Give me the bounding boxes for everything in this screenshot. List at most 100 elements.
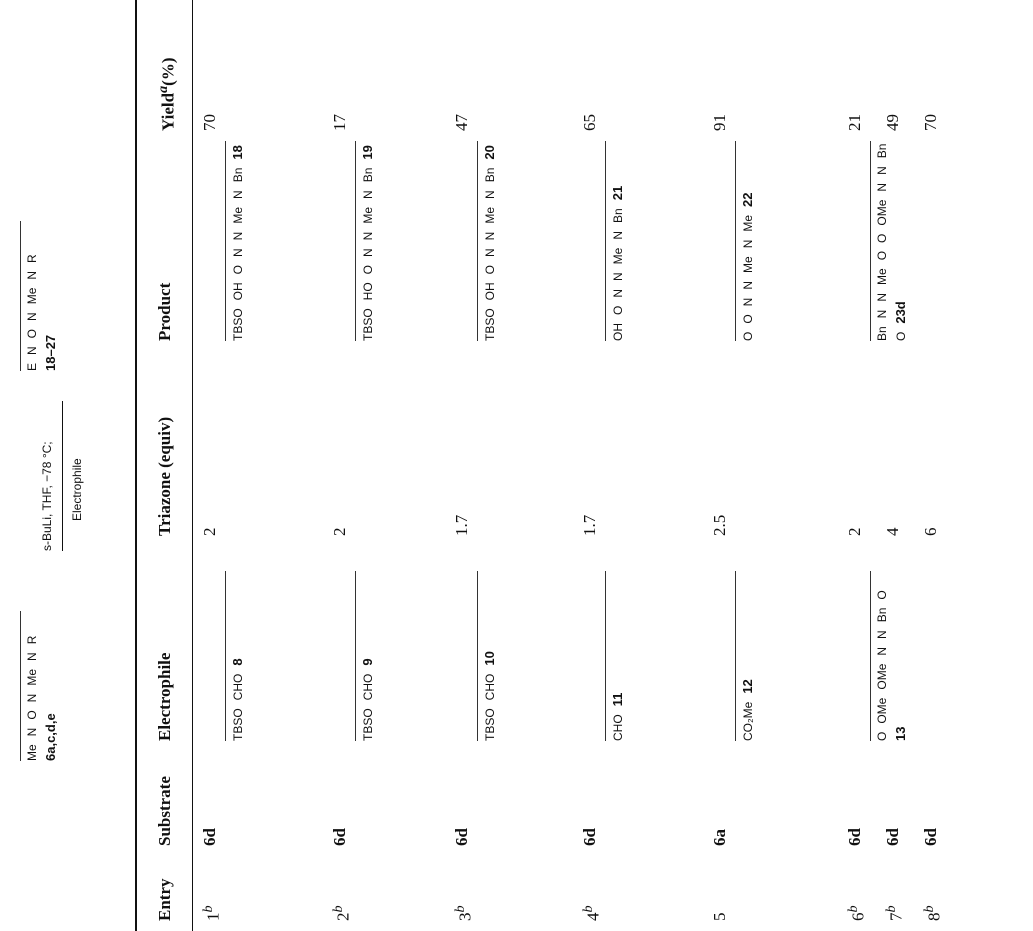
yield: 21 <box>845 114 864 131</box>
atom: TBSO <box>360 308 375 341</box>
yield: 70 <box>200 114 219 131</box>
atom: N <box>610 272 625 281</box>
compound-id: 19 <box>360 145 375 160</box>
entry: 6b <box>845 905 869 921</box>
atom: O <box>25 328 39 339</box>
atom: N <box>875 630 889 639</box>
compound-id: 6a,c,d,e <box>43 713 58 761</box>
atom: Me <box>740 256 755 273</box>
yield: 91 <box>710 114 729 131</box>
atom: N <box>25 312 39 321</box>
compound-id: 10 <box>482 651 497 666</box>
entry: 5 <box>710 913 730 922</box>
atom: N <box>875 292 889 302</box>
substrate: 6d <box>452 828 471 846</box>
compound-id: 8 <box>230 658 245 666</box>
footnote-mark: b <box>452 905 468 913</box>
entry: 4b <box>580 905 604 921</box>
atom: O <box>360 264 375 275</box>
entry-number: 1 <box>203 912 223 922</box>
atom: O <box>25 710 39 720</box>
atom: O <box>893 331 908 341</box>
atom: O <box>740 331 755 341</box>
atom: N <box>230 248 245 257</box>
atom: N <box>740 280 755 290</box>
atom: O <box>875 233 889 243</box>
entry-number: 2 <box>333 912 353 922</box>
atom: N <box>482 231 497 241</box>
atom: Bn <box>610 208 625 223</box>
atom: HO <box>360 282 375 301</box>
atom: CHO <box>610 714 625 741</box>
product-structure: TBSO HO O N N Me N Bn 19 <box>355 141 375 341</box>
atom: OH <box>482 282 497 301</box>
entry: 2b <box>330 905 354 921</box>
atom: CHO <box>482 673 497 701</box>
electrophile-structure: TBSO CHO 10 <box>477 571 497 741</box>
substrate: 6a <box>710 829 729 846</box>
atom: CO₂Me <box>740 701 755 741</box>
reagent: Electrophile <box>70 458 84 521</box>
product-scheme: E N O N Me N R 18–27 <box>20 221 58 371</box>
atom: N <box>25 652 39 661</box>
atom: N <box>875 646 889 656</box>
substrate: 6d <box>200 828 219 846</box>
electrophile-structure: CHO 11 <box>605 571 625 741</box>
entry: 3b <box>452 905 476 921</box>
atom: Bn <box>875 143 889 159</box>
atom: O <box>875 731 889 741</box>
compound-id: 18–27 <box>43 334 58 371</box>
header-text: Yield <box>158 92 178 131</box>
arrow <box>62 401 63 551</box>
compound-id: 21 <box>610 185 625 201</box>
triazone-equiv: 1.7 <box>580 514 599 536</box>
electrophile-structure: TBSO CHO 8 <box>225 571 245 741</box>
atom: N <box>25 270 39 280</box>
triazone-equiv: 4 <box>883 527 902 537</box>
atom: O <box>482 264 497 275</box>
product-structure: Bn N N Me O O OMe N N Bn O 23d <box>870 141 908 341</box>
atom: Bn <box>230 167 245 183</box>
header-rule <box>192 0 193 931</box>
entry-number: 7 <box>886 912 906 922</box>
product-structure: O O N N Me N Me 22 <box>735 141 755 341</box>
atom: N <box>360 248 375 257</box>
atom: Me <box>360 206 375 224</box>
product-structure: OH O N N Me N Bn 21 <box>605 141 625 341</box>
atom: O <box>875 590 889 600</box>
compound-id: 9 <box>360 658 375 666</box>
atom: N <box>230 190 245 199</box>
atom: CHO <box>230 673 245 701</box>
substrate: 6d <box>883 828 902 846</box>
atom: N <box>360 231 375 241</box>
header-unit: (%) <box>158 57 178 86</box>
entry-number: 5 <box>710 912 729 922</box>
atom: Me <box>25 287 39 305</box>
atom: Me <box>230 206 245 224</box>
yield: 65 <box>580 114 599 131</box>
atom: OMe <box>875 199 889 226</box>
atom: N <box>875 166 889 175</box>
atom: N <box>610 230 625 240</box>
atom: Me <box>740 214 755 232</box>
atom: Bn <box>360 167 375 183</box>
yield: 17 <box>330 114 349 131</box>
substrate: 6d <box>921 828 940 846</box>
atom: O <box>230 264 245 275</box>
footnote-mark: a <box>155 85 171 93</box>
atom: N <box>610 288 625 298</box>
atom: R <box>25 254 39 263</box>
footnote-mark: b <box>200 905 216 913</box>
triazone-equiv: 2 <box>330 527 349 537</box>
atom: Me <box>610 247 625 265</box>
atom: N <box>875 309 889 319</box>
entry: 8b <box>921 905 945 921</box>
compound-id: 11 <box>610 692 625 707</box>
atom: TBSO <box>482 308 497 341</box>
triazone-equiv: 1.7 <box>452 514 471 536</box>
atom: OH <box>230 282 245 301</box>
triazone-equiv: 2 <box>200 527 219 537</box>
atom: N <box>740 297 755 307</box>
atom: TBSO <box>230 308 245 341</box>
